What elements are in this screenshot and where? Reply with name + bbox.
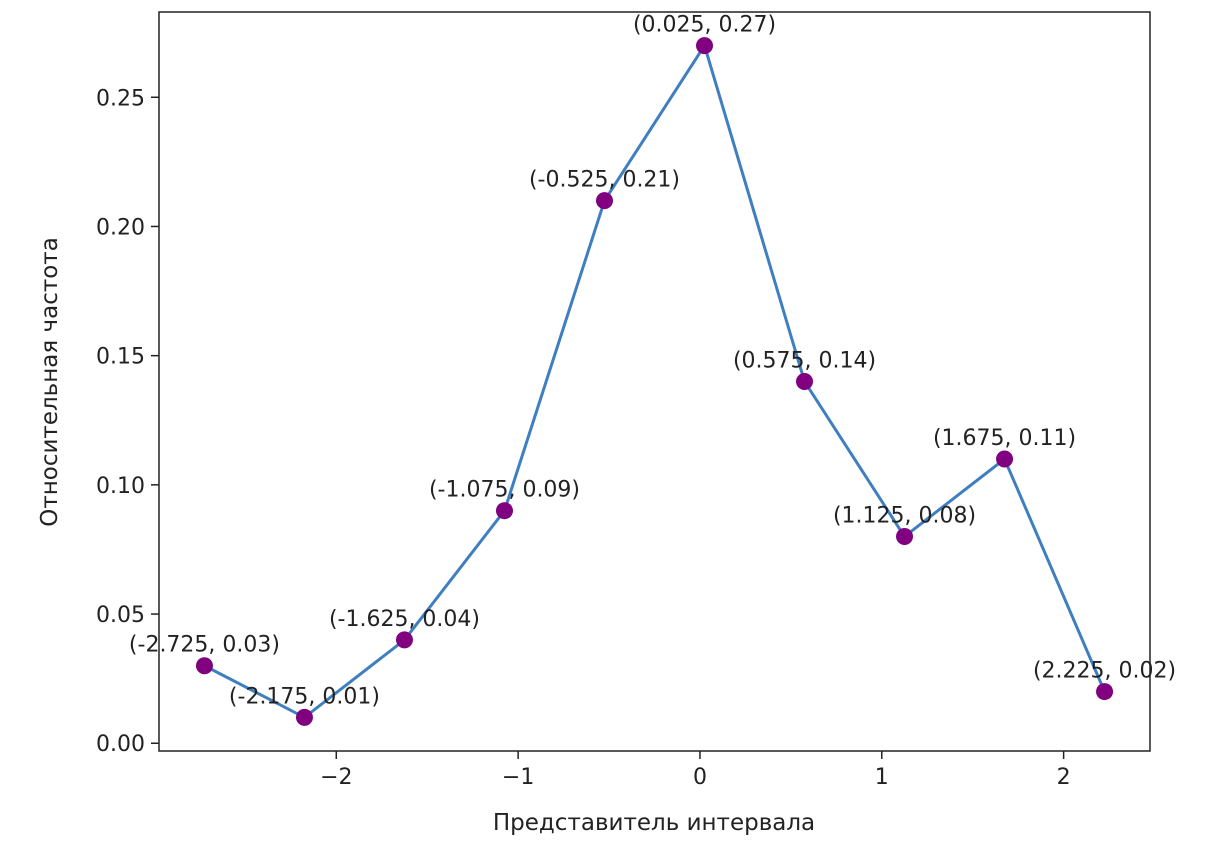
series-line bbox=[203, 42, 1106, 720]
y-axis: 0.00 0.05 0.10 0.15 0.20 0.25 bbox=[96, 86, 159, 757]
data-point-label: (-1.625, 0.04) bbox=[329, 607, 480, 632]
data-point bbox=[595, 192, 613, 210]
x-tick-label: 2 bbox=[1057, 765, 1071, 790]
data-point-label: (2.225, 0.02) bbox=[1033, 659, 1176, 684]
data-point-label: (0.575, 0.14) bbox=[733, 349, 876, 374]
data-point bbox=[295, 708, 313, 726]
y-tick-label: 0.10 bbox=[96, 474, 145, 499]
x-tick-label: −2 bbox=[320, 765, 352, 790]
data-point-label: (-0.525, 0.21) bbox=[529, 168, 680, 193]
data-markers bbox=[195, 37, 1114, 726]
data-point-label: (-2.725, 0.03) bbox=[129, 633, 280, 658]
y-tick-label: 0.05 bbox=[96, 603, 145, 628]
data-point-label: (0.025, 0.27) bbox=[633, 13, 776, 38]
data-point-label: (1.125, 0.08) bbox=[833, 504, 976, 529]
x-tick-label: −1 bbox=[502, 765, 534, 790]
data-point-label: (-2.175, 0.01) bbox=[229, 684, 380, 709]
data-point bbox=[896, 528, 914, 546]
x-tick-label: 0 bbox=[693, 765, 707, 790]
plot-area bbox=[158, 11, 1151, 752]
y-tick-label: 0.25 bbox=[96, 86, 145, 111]
data-labels: (-2.725, 0.03) (-2.175, 0.01) (-1.625, 0.0… bbox=[129, 13, 1176, 710]
y-tick-label: 0.15 bbox=[96, 345, 145, 370]
y-tick-label: 0.20 bbox=[96, 215, 145, 240]
data-point-label: (1.675, 0.11) bbox=[933, 426, 1076, 451]
x-axis: −2 −1 0 1 2 bbox=[320, 751, 1071, 790]
x-tick-label: 1 bbox=[875, 765, 889, 790]
data-point bbox=[1096, 683, 1114, 701]
data-point bbox=[395, 631, 413, 649]
data-point bbox=[796, 373, 814, 390]
data-point bbox=[195, 657, 213, 675]
x-axis-label: Представитель интервала bbox=[493, 810, 815, 836]
data-point-label: (-1.075, 0.09) bbox=[429, 478, 580, 503]
data-point bbox=[696, 37, 714, 55]
data-point bbox=[996, 450, 1014, 468]
y-tick-label: 0.00 bbox=[96, 732, 145, 757]
y-axis-label: Относительная частота bbox=[37, 237, 63, 527]
data-point bbox=[495, 502, 513, 520]
